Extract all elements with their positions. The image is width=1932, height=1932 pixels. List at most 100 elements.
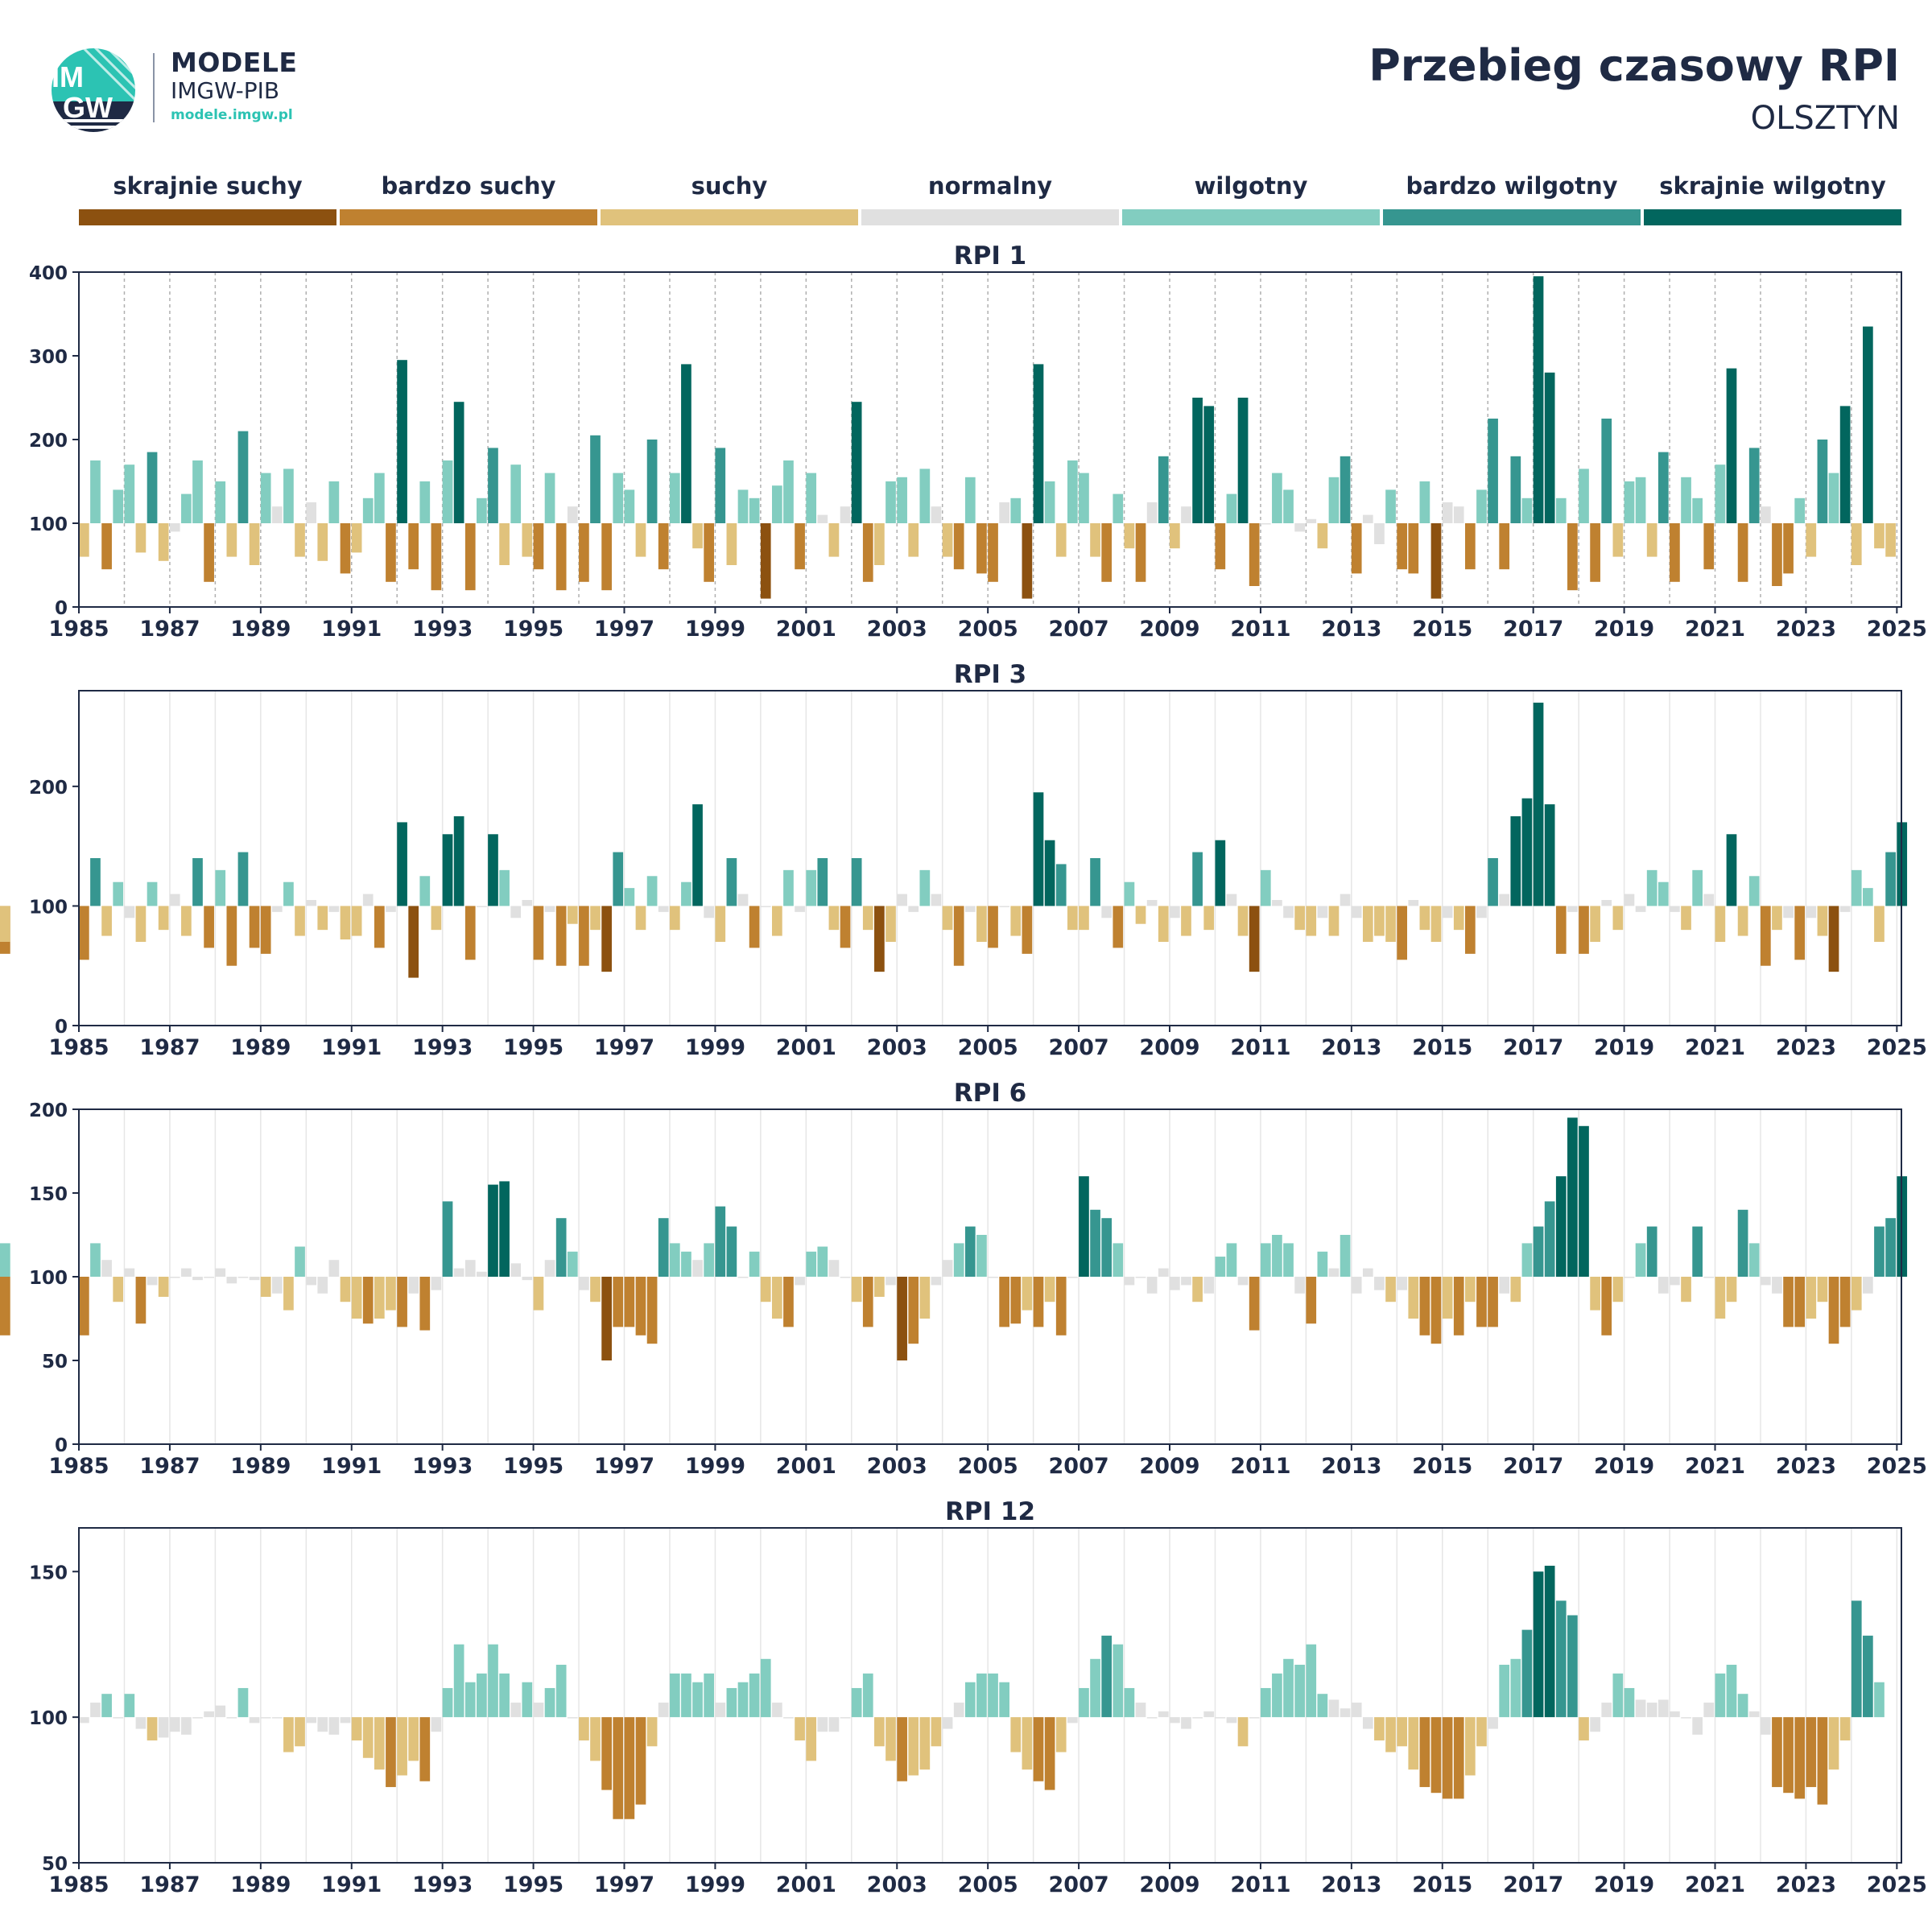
bar bbox=[749, 1251, 760, 1277]
bar bbox=[204, 1277, 214, 1278]
y-tick-label: 100 bbox=[29, 897, 68, 918]
x-tick-label: 1991 bbox=[321, 1454, 382, 1479]
bar bbox=[79, 1277, 89, 1335]
x-tick-label: 2023 bbox=[1776, 1035, 1836, 1060]
bar bbox=[442, 1687, 453, 1718]
bar bbox=[953, 523, 964, 570]
bar bbox=[999, 906, 1009, 907]
bar bbox=[795, 906, 805, 912]
legend-swatch bbox=[340, 209, 597, 225]
bar bbox=[555, 1665, 567, 1718]
chart-panel: RPI 1 0 100 200 300 400 1985 1987 1989 1991 1993 19… bbox=[29, 242, 1927, 642]
bar bbox=[169, 1717, 180, 1732]
bar bbox=[295, 1717, 305, 1747]
x-tick-label: 2019 bbox=[1594, 1872, 1654, 1897]
bar bbox=[783, 1717, 794, 1719]
bar bbox=[1806, 1717, 1817, 1787]
bar bbox=[533, 1277, 544, 1311]
bar bbox=[249, 523, 260, 565]
bar bbox=[1874, 906, 1885, 942]
bar bbox=[737, 1277, 749, 1278]
bar bbox=[1510, 1277, 1521, 1302]
bar bbox=[851, 402, 862, 523]
bar bbox=[1612, 1277, 1624, 1302]
bar bbox=[1044, 1717, 1055, 1790]
bar bbox=[1681, 906, 1691, 931]
chart-title: RPI 1 bbox=[954, 242, 1027, 270]
bar bbox=[1374, 906, 1385, 936]
x-tick-label: 1985 bbox=[48, 617, 109, 642]
y-tick-label: 150 bbox=[29, 1563, 68, 1583]
bar bbox=[908, 1717, 919, 1776]
logo-url-link[interactable]: modele.imgw.pl bbox=[171, 107, 293, 123]
bar bbox=[1839, 1717, 1851, 1741]
x-tick-label: 2011 bbox=[1230, 617, 1290, 642]
bar bbox=[1113, 493, 1124, 523]
bar bbox=[1874, 1682, 1885, 1718]
bar bbox=[579, 523, 589, 582]
bar bbox=[1783, 523, 1794, 574]
bar bbox=[1681, 1717, 1691, 1719]
x-tick-label: 2005 bbox=[958, 617, 1018, 642]
bar bbox=[1146, 502, 1158, 523]
bar bbox=[1340, 1708, 1351, 1718]
bar bbox=[1806, 906, 1817, 919]
x-tick-label: 2001 bbox=[776, 1454, 836, 1479]
x-tick-label: 2021 bbox=[1685, 1454, 1745, 1479]
bar bbox=[1170, 906, 1180, 919]
bar bbox=[999, 1277, 1009, 1327]
bar bbox=[408, 1717, 419, 1761]
bar bbox=[533, 906, 544, 960]
bar bbox=[386, 906, 396, 912]
bar bbox=[1362, 1268, 1373, 1277]
bar bbox=[260, 1717, 271, 1719]
bar bbox=[601, 906, 612, 972]
bar bbox=[1851, 1277, 1862, 1311]
bar bbox=[1476, 489, 1487, 523]
bar bbox=[1590, 906, 1600, 942]
bar bbox=[1601, 419, 1612, 523]
bar bbox=[1885, 852, 1896, 906]
bar bbox=[79, 906, 89, 960]
bar bbox=[601, 523, 612, 591]
x-tick-label: 2011 bbox=[1230, 1035, 1290, 1060]
bar bbox=[919, 469, 931, 523]
bar bbox=[1806, 1277, 1817, 1319]
bar bbox=[1601, 1703, 1612, 1718]
bar bbox=[1510, 456, 1521, 523]
x-tick-label: 1989 bbox=[230, 1872, 291, 1897]
legend-label: skrajnie suchy bbox=[113, 172, 303, 200]
bar bbox=[555, 523, 567, 591]
bar bbox=[942, 1260, 953, 1277]
x-tick-label: 1997 bbox=[594, 1035, 654, 1060]
bar bbox=[90, 1703, 101, 1718]
bar bbox=[453, 1644, 464, 1718]
bar bbox=[362, 1277, 374, 1324]
bar bbox=[1681, 1277, 1691, 1302]
bar bbox=[362, 894, 374, 906]
bar bbox=[1555, 906, 1567, 954]
x-tick-label: 1987 bbox=[139, 1035, 200, 1060]
x-tick-label: 2003 bbox=[867, 1035, 927, 1060]
bar bbox=[1113, 906, 1124, 948]
bar bbox=[295, 523, 305, 557]
bar bbox=[1794, 906, 1806, 960]
bar bbox=[783, 1277, 794, 1327]
bar bbox=[988, 1277, 998, 1278]
x-tick-label: 1993 bbox=[412, 1454, 473, 1479]
bar bbox=[590, 1717, 601, 1761]
bar bbox=[1158, 1268, 1169, 1277]
bar bbox=[1635, 1243, 1646, 1277]
bar bbox=[1181, 506, 1191, 523]
bar bbox=[1476, 906, 1487, 919]
bar bbox=[1828, 906, 1839, 972]
station-name: OLSZTYN bbox=[1750, 100, 1900, 137]
y-tick-label: 300 bbox=[29, 347, 68, 368]
bar bbox=[874, 1277, 885, 1297]
bar bbox=[1328, 477, 1340, 523]
bar bbox=[1090, 1209, 1100, 1277]
bar bbox=[1260, 1687, 1271, 1718]
bar bbox=[453, 816, 464, 906]
bar bbox=[1851, 1600, 1862, 1718]
bar bbox=[488, 1644, 498, 1718]
